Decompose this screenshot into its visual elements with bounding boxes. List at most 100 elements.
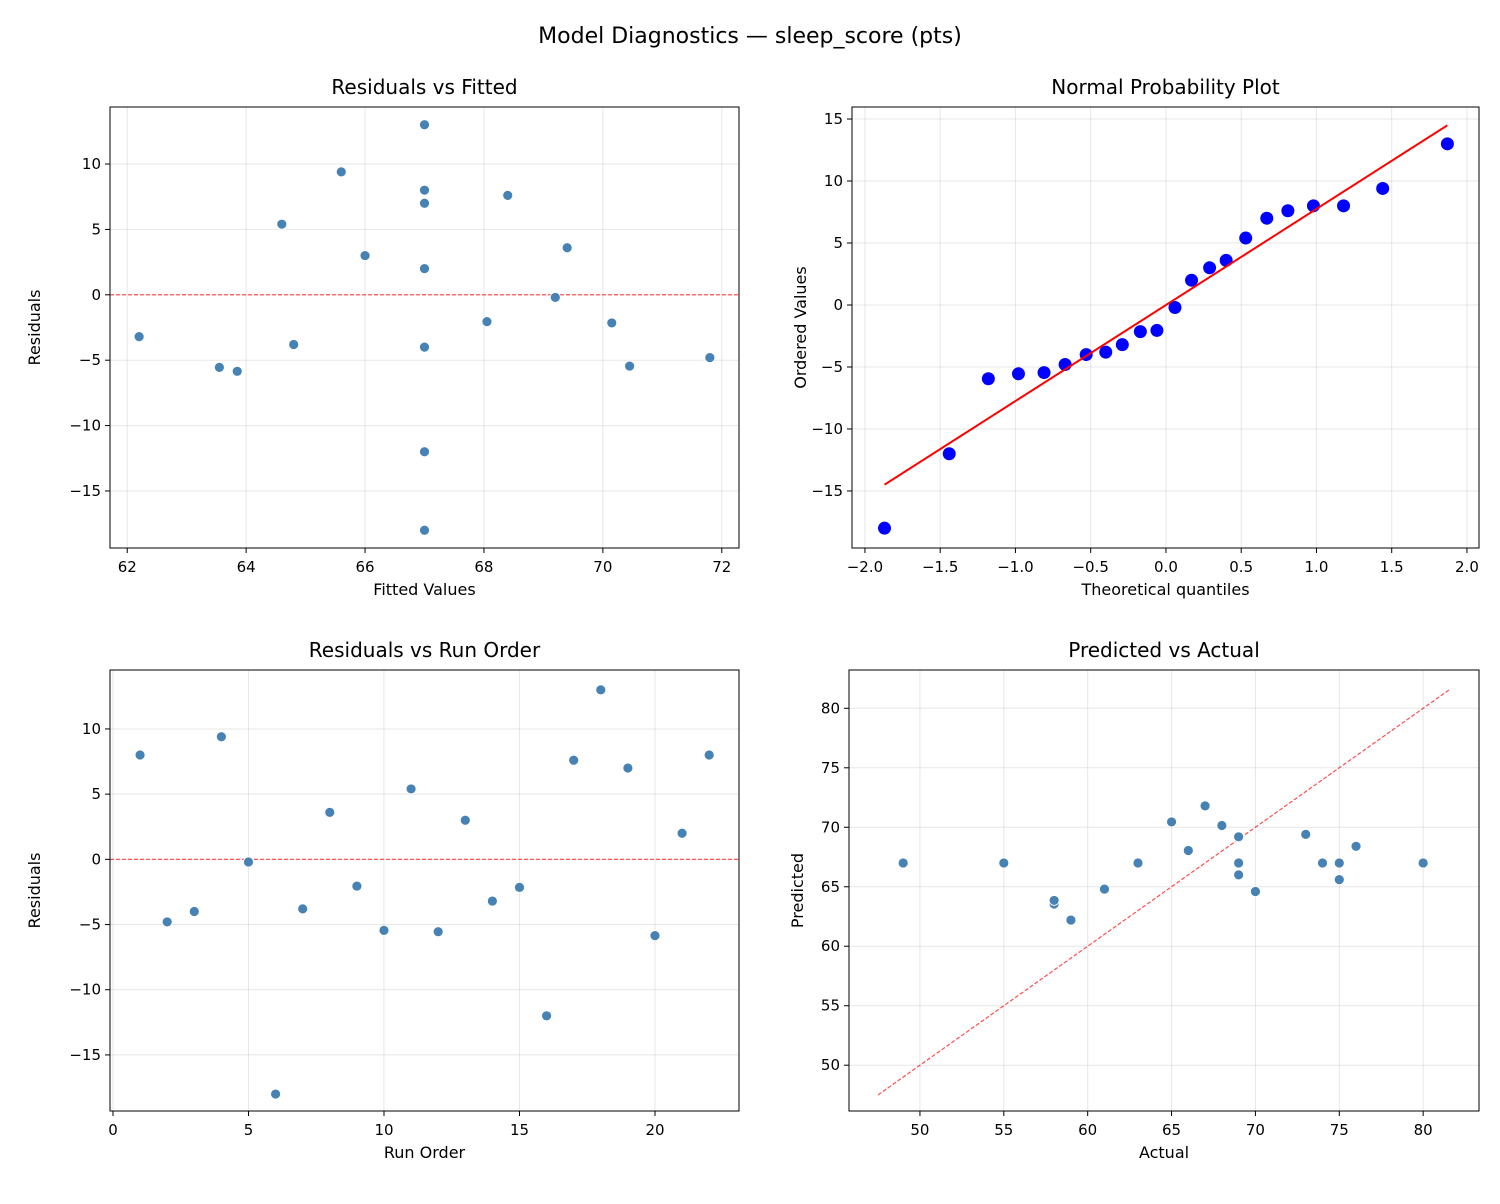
data-point — [419, 524, 430, 536]
y-tick-label: −15 — [811, 482, 843, 500]
data-point — [649, 930, 661, 942]
axes-frame — [848, 669, 1480, 1112]
data-point — [1037, 366, 1051, 380]
data-point — [1182, 845, 1194, 856]
data-point — [1185, 273, 1199, 287]
y-tick-label: 75 — [821, 759, 840, 777]
axes-frame — [109, 106, 740, 549]
data-point — [1166, 816, 1177, 828]
y-tick-label: −15 — [69, 1046, 101, 1064]
x-tick-label: 5 — [244, 1121, 254, 1139]
data-point — [288, 339, 300, 350]
y-tick-label: 0 — [833, 296, 843, 314]
x-tick-label: 0.0 — [1154, 558, 1178, 576]
data-point — [1065, 914, 1077, 926]
data-point — [1133, 325, 1147, 339]
data-point — [432, 926, 444, 938]
x-axis-label: Run Order — [384, 1143, 466, 1162]
data-point — [1233, 869, 1245, 881]
x-tick-label: 0.5 — [1229, 558, 1253, 576]
data-point — [276, 218, 288, 230]
x-axis-label: Theoretical quantiles — [1080, 580, 1249, 599]
data-point — [1440, 137, 1454, 151]
data-point — [486, 895, 498, 907]
subplot-4: 50 55 60 65 70 75 80 50 55 60 65 70 75 80 Predicted vs… — [788, 638, 1480, 1162]
data-point — [1333, 874, 1345, 886]
y-tick-label: 50 — [821, 1056, 840, 1074]
data-point — [297, 903, 309, 915]
data-point — [1150, 323, 1164, 337]
data-point — [134, 749, 146, 761]
data-point — [1132, 857, 1144, 869]
y-tick-label: 70 — [821, 818, 840, 836]
data-point — [1168, 300, 1182, 314]
x-tick-label: −1.0 — [997, 558, 1033, 576]
data-point — [502, 190, 514, 201]
subplot-title: Residuals vs Run Order — [309, 638, 541, 662]
y-axis-label: Residuals — [25, 290, 44, 366]
data-point — [549, 292, 561, 303]
data-point — [561, 242, 573, 254]
data-point — [405, 783, 417, 795]
x-tick-label: 0 — [108, 1121, 118, 1139]
data-point — [568, 754, 580, 766]
y-tick-label: −10 — [69, 417, 101, 435]
y-axis-label: Predicted — [788, 853, 807, 928]
x-tick-label: 62 — [118, 558, 137, 576]
x-axis-label: Actual — [1139, 1143, 1189, 1162]
data-point — [1250, 886, 1261, 897]
y-tick-label: 65 — [821, 878, 840, 896]
data-point — [419, 341, 430, 353]
data-point — [1233, 831, 1245, 843]
x-tick-label: 20 — [645, 1121, 664, 1139]
data-point — [1203, 261, 1217, 275]
data-point — [419, 197, 430, 209]
y-tick-label: 0 — [91, 850, 101, 868]
data-point — [419, 263, 430, 275]
data-point — [1216, 820, 1228, 831]
data-point — [1099, 883, 1110, 895]
data-point — [378, 925, 390, 936]
x-tick-label: 1.5 — [1380, 558, 1404, 576]
y-tick-label: 10 — [824, 172, 843, 190]
subplot-title: Residuals vs Fitted — [331, 75, 517, 99]
data-point — [1260, 211, 1274, 225]
data-point — [459, 814, 471, 826]
y-axis-label: Residuals — [25, 853, 44, 929]
data-point — [1350, 840, 1362, 852]
x-tick-label: 68 — [474, 558, 493, 576]
data-point — [215, 731, 227, 743]
y-tick-label: 5 — [91, 220, 101, 238]
data-point — [1011, 367, 1025, 381]
figure-title: Model Diagnostics — sleep_score (pts) — [538, 24, 962, 49]
subplot-title: Normal Probability Plot — [1051, 75, 1280, 99]
data-point — [624, 360, 636, 372]
x-tick-label: 10 — [374, 1121, 393, 1139]
data-point — [606, 317, 618, 329]
data-point — [419, 446, 430, 458]
x-tick-label: 60 — [1078, 1121, 1097, 1139]
data-point — [514, 881, 525, 893]
data-point — [351, 880, 363, 892]
data-point — [1239, 231, 1253, 245]
data-point — [481, 316, 493, 328]
data-point — [1233, 857, 1245, 869]
data-point — [419, 119, 430, 131]
data-point — [1281, 204, 1295, 218]
x-tick-label: −1.5 — [922, 558, 958, 576]
data-point — [213, 361, 225, 373]
y-tick-label: −15 — [69, 482, 101, 500]
x-axis-label: Fitted Values — [373, 580, 475, 599]
data-point — [1417, 857, 1429, 869]
subplot-title: Predicted vs Actual — [1068, 638, 1260, 662]
x-tick-label: 64 — [237, 558, 256, 576]
x-tick-label: 80 — [1414, 1121, 1433, 1139]
x-tick-label: 15 — [510, 1121, 529, 1139]
y-tick-label: 15 — [824, 110, 843, 128]
data-point — [981, 372, 995, 386]
y-tick-label: 5 — [833, 234, 843, 252]
y-tick-label: −5 — [821, 358, 843, 376]
axes-frame — [109, 669, 740, 1112]
y-tick-label: 55 — [821, 997, 840, 1015]
data-point — [270, 1088, 281, 1100]
